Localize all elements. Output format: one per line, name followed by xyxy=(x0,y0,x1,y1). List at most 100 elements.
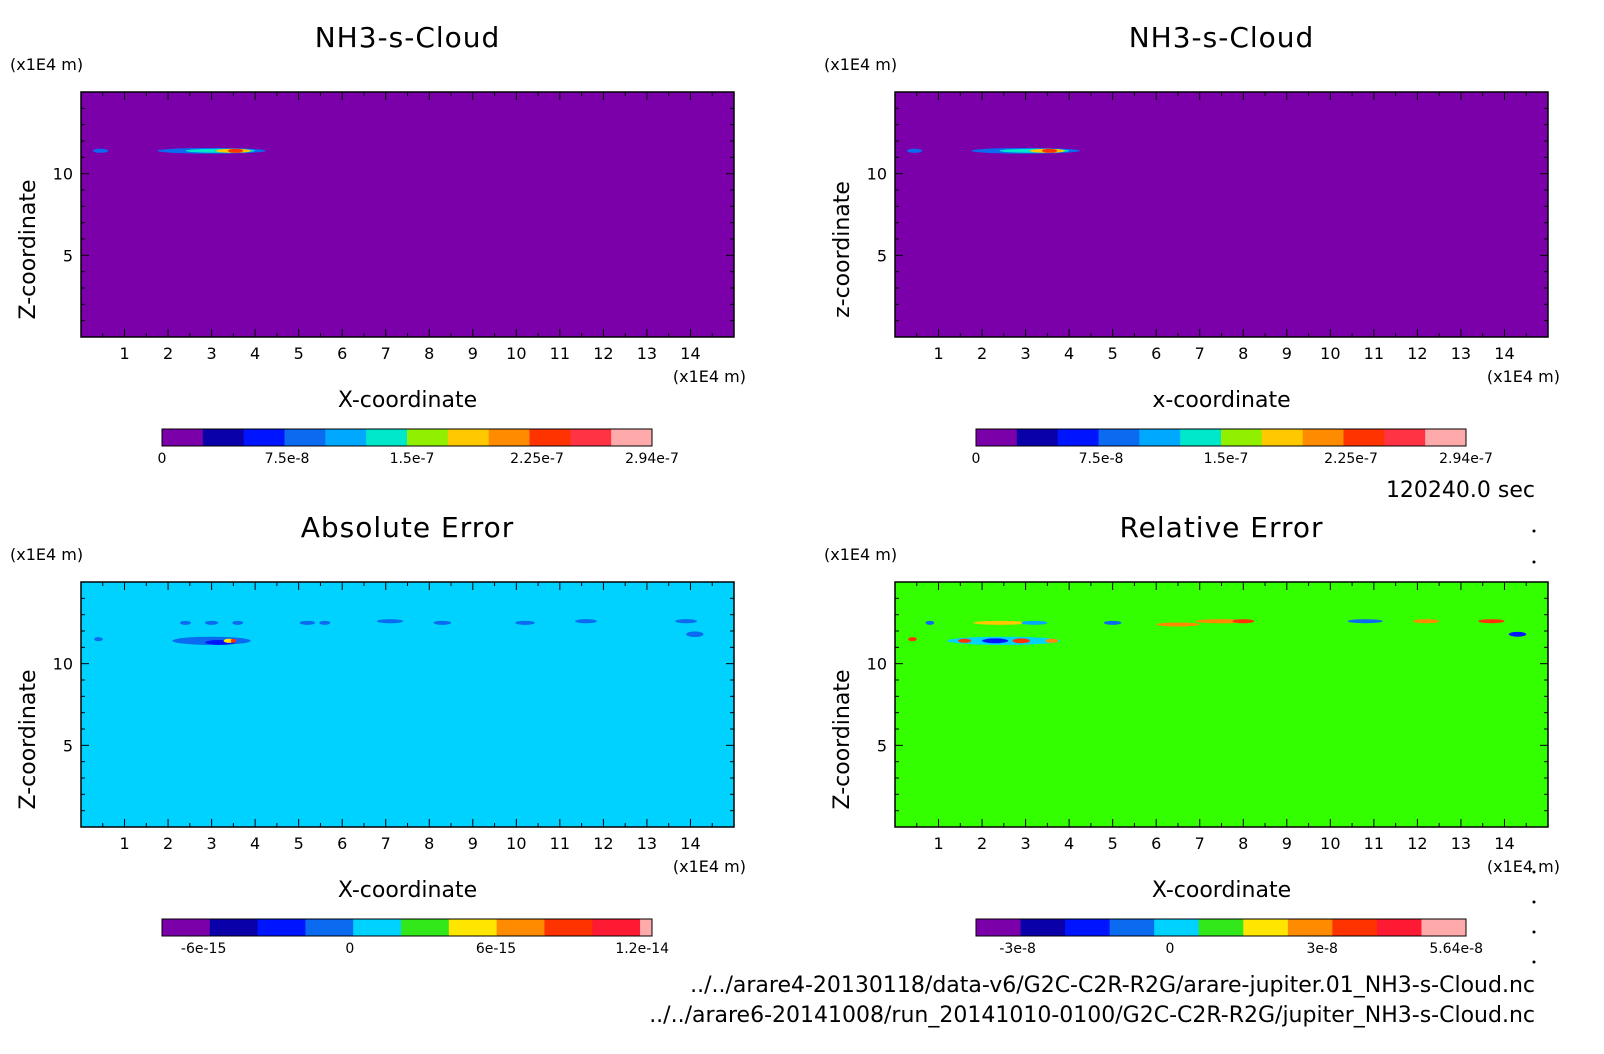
x-axis-label: x-coordinate xyxy=(1152,388,1290,413)
colorbar-swatch xyxy=(1057,429,1099,446)
contour-feature xyxy=(1232,619,1255,624)
chart-title: Relative Error xyxy=(1119,511,1323,544)
x-tick-label: 11 xyxy=(1364,344,1384,363)
x-tick-label: 1 xyxy=(933,344,943,363)
colorbar-label: -3e-8 xyxy=(999,941,1036,957)
x-tick-label: 7 xyxy=(381,344,391,363)
x-tick-label: 13 xyxy=(637,344,657,363)
colorbar-swatch xyxy=(243,429,285,446)
colorbar-swatch xyxy=(1198,919,1244,936)
colorbar-label: 0 xyxy=(1165,941,1174,957)
x-tick-label: 7 xyxy=(1195,834,1205,853)
x-tick-label: 12 xyxy=(593,344,613,363)
chart-panel: NH3-s-Cloud(x1E4 m)1 2 3 4 5 6 7 8 9 10 11 12 13 1451… xyxy=(10,21,746,467)
x-tick-label: 4 xyxy=(1064,344,1074,363)
x-tick-label: 3 xyxy=(1021,834,1031,853)
colorbar-swatch xyxy=(353,919,402,936)
contour-feature xyxy=(1508,631,1527,637)
plot-background xyxy=(81,582,734,827)
contour-feature xyxy=(92,148,109,153)
contour-feature xyxy=(1347,619,1383,624)
y-tick-label: 5 xyxy=(63,246,73,265)
colorbar-swatch xyxy=(496,919,545,936)
colorbar-swatch xyxy=(1139,429,1181,446)
contour-feature xyxy=(1041,148,1058,153)
contour-feature xyxy=(230,638,236,643)
dot-markers xyxy=(1532,529,1536,964)
x-unit-label: (x1E4 m) xyxy=(1487,857,1560,876)
colorbar-swatch xyxy=(447,429,490,446)
chart-title: NH3-s-Cloud xyxy=(1129,21,1315,54)
y-unit-label: (x1E4 m) xyxy=(824,545,897,564)
x-tick-label: 9 xyxy=(468,834,478,853)
dot-marker xyxy=(1532,900,1536,904)
y-axis-label: Z-coordinate xyxy=(16,180,41,320)
colorbar-swatch xyxy=(401,919,450,936)
x-tick-label: 10 xyxy=(1320,834,1340,853)
colorbar-swatch xyxy=(544,919,593,936)
contour-feature xyxy=(575,619,597,624)
colorbar-swatch xyxy=(1180,429,1222,446)
x-axis-label: X-coordinate xyxy=(338,878,477,903)
contour-feature xyxy=(433,620,452,625)
x-tick-label: 10 xyxy=(1320,344,1340,363)
colorbar-swatch xyxy=(305,919,354,936)
x-tick-label: 6 xyxy=(337,344,347,363)
colorbar-swatch xyxy=(1425,429,1467,446)
colorbar-label: 0 xyxy=(158,451,167,467)
colorbar-swatch xyxy=(976,429,1018,446)
contour-feature xyxy=(232,620,244,625)
y-unit-label: (x1E4 m) xyxy=(10,545,83,564)
colorbar-swatch xyxy=(366,429,408,446)
contour-feature xyxy=(925,620,935,625)
colorbar-swatch xyxy=(529,429,571,446)
dot-marker xyxy=(1532,529,1536,533)
colorbar-swatch xyxy=(1376,919,1422,936)
y-tick-label: 5 xyxy=(63,736,73,755)
colorbar-label: 0 xyxy=(345,941,354,957)
x-tick-label: 6 xyxy=(1151,834,1161,853)
dot-marker xyxy=(1532,870,1536,874)
x-tick-label: 12 xyxy=(593,834,613,853)
y-tick-label: 10 xyxy=(867,655,887,674)
colorbar-frame xyxy=(975,428,1467,447)
colorbar-swatch xyxy=(611,429,653,446)
x-tick-label: 5 xyxy=(294,834,304,853)
contour-feature xyxy=(227,148,244,153)
dot-marker xyxy=(1532,960,1536,964)
colorbar-label: 7.5e-8 xyxy=(265,451,310,467)
colorbar-swatch xyxy=(976,919,1022,936)
x-tick-label: 8 xyxy=(1238,834,1248,853)
contour-feature xyxy=(180,620,191,625)
colorbar-label: 2.25e-7 xyxy=(510,451,564,467)
colorbar-label: 1.5e-7 xyxy=(1204,451,1249,467)
x-tick-label: 9 xyxy=(1282,834,1292,853)
x-unit-label: (x1E4 m) xyxy=(673,857,746,876)
y-tick-label: 5 xyxy=(877,246,887,265)
y-tick-label: 10 xyxy=(867,165,887,184)
colorbar-swatch xyxy=(640,919,653,936)
colorbar-swatch xyxy=(257,919,306,936)
file-path-2: ../../arare6-20141008/run_20141010-0100/… xyxy=(649,1003,1535,1028)
plot-background xyxy=(81,92,734,337)
contour-feature xyxy=(908,637,917,642)
x-tick-label: 5 xyxy=(294,344,304,363)
colorbar-swatch xyxy=(1109,919,1155,936)
x-tick-label: 6 xyxy=(1151,344,1161,363)
x-tick-label: 14 xyxy=(680,834,700,853)
colorbar-swatch xyxy=(162,429,204,446)
chart-title: NH3-s-Cloud xyxy=(315,21,501,54)
x-tick-label: 2 xyxy=(163,344,173,363)
colorbar-swatch xyxy=(1154,919,1200,936)
x-tick-label: 11 xyxy=(550,834,570,853)
colorbar-swatch xyxy=(448,919,498,936)
colorbar-swatch xyxy=(1384,429,1426,446)
colorbar-swatch xyxy=(1343,429,1385,446)
x-tick-label: 12 xyxy=(1407,344,1427,363)
x-unit-label: (x1E4 m) xyxy=(673,367,746,386)
contour-feature xyxy=(299,620,315,625)
colorbar-label: 6e-15 xyxy=(476,941,516,957)
colorbar-swatch xyxy=(1261,429,1304,446)
colorbar-swatch xyxy=(202,429,245,446)
x-tick-label: 3 xyxy=(1021,344,1031,363)
